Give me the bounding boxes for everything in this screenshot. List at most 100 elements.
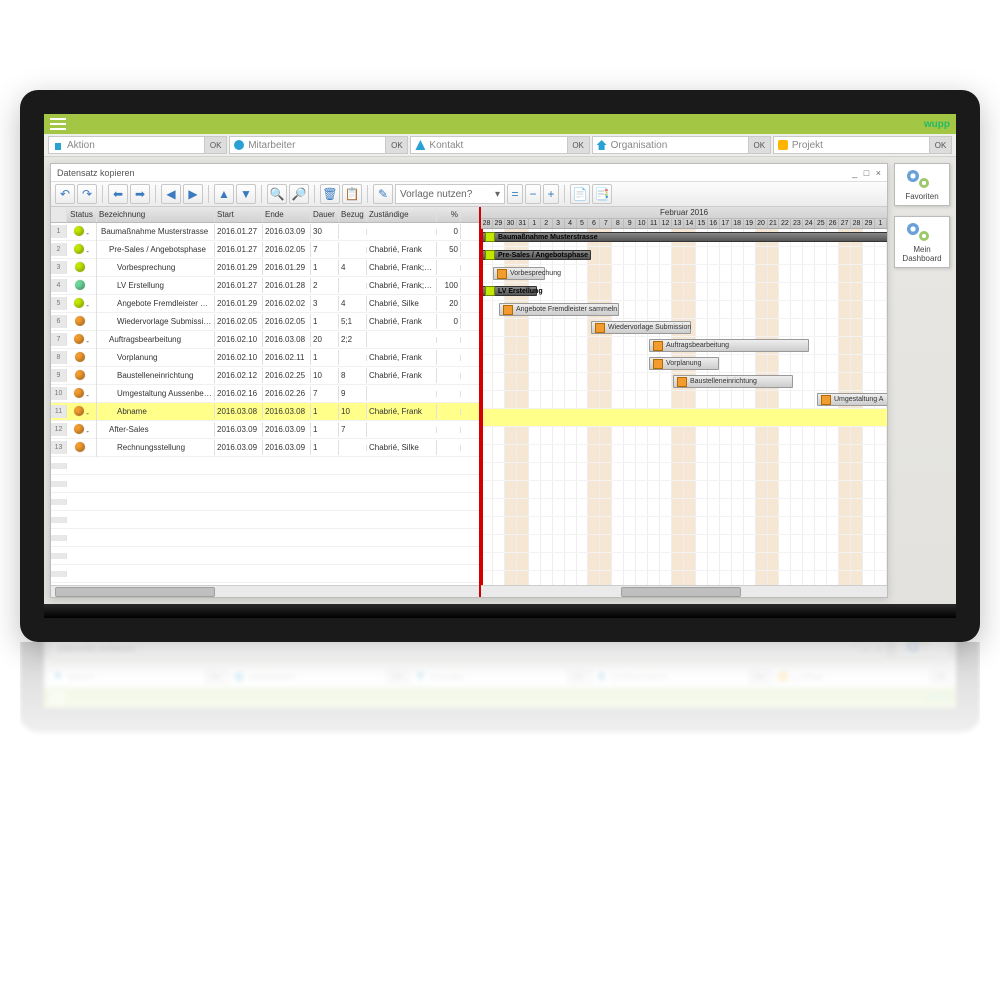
delete-button[interactable]: 🗑 <box>320 184 340 204</box>
outdent-button[interactable]: ⬅ <box>108 184 128 204</box>
right-button[interactable]: ▶ <box>183 184 203 204</box>
gantt-row[interactable]: Auftragsbearbeitung <box>481 337 887 355</box>
search-organisation[interactable]: OrganisationOK <box>592 668 771 686</box>
col-desc[interactable]: Bezeichnung <box>97 207 215 222</box>
search-aktion[interactable]: AktionOK <box>48 668 227 686</box>
search-kontakt[interactable]: KontaktOK <box>410 136 589 154</box>
gantt-row[interactable] <box>481 427 887 445</box>
gantt-row[interactable]: Pre-Sales / Angebotsphase <box>481 247 887 265</box>
left-button[interactable]: ◀ <box>161 184 181 204</box>
gantt-hscroll[interactable] <box>481 585 887 597</box>
bar-handle-icon <box>677 377 687 387</box>
table-row[interactable]: 13 Rechnungsstellung 2016.03.09 2016.03.… <box>51 439 479 457</box>
menu-icon[interactable] <box>50 692 66 704</box>
edit-button[interactable]: ✎ <box>373 184 393 204</box>
zoom-out-button[interactable]: 🔎 <box>289 184 309 204</box>
ok-button[interactable]: OK <box>204 669 226 685</box>
ok-button[interactable]: OK <box>567 137 589 153</box>
up-button[interactable]: ▲ <box>214 184 234 204</box>
grid-header: Status Bezeichnung Start Ende Dauer Bezu… <box>51 207 479 223</box>
gantt-bar[interactable]: Pre-Sales / Angebotsphase <box>481 250 591 260</box>
gantt-bar[interactable]: Umgestaltung A <box>817 393 887 406</box>
gantt-row[interactable]: Umgestaltung A <box>481 391 887 409</box>
equals-button[interactable]: = <box>507 184 523 204</box>
search-mitarbeiter[interactable]: MitarbeiterOK <box>229 136 408 154</box>
table-row[interactable]: 2 - Pre-Sales / Angebotsphase 2016.01.27… <box>51 241 479 259</box>
window-min-icon[interactable]: _ <box>852 168 857 178</box>
indent-button[interactable]: ➡ <box>130 184 150 204</box>
table-row[interactable]: 1 - Baumaßnahme Musterstrasse 2016.01.27… <box>51 223 479 241</box>
ok-button[interactable]: OK <box>385 669 407 685</box>
col-pct[interactable]: % <box>437 207 461 222</box>
table-row[interactable]: 3 Vorbesprechung 2016.01.29 2016.01.29 1… <box>51 259 479 277</box>
col-status[interactable]: Status <box>67 207 97 222</box>
doc-button[interactable]: 📄 <box>570 184 590 204</box>
ok-button[interactable]: OK <box>748 137 770 153</box>
gantt-row[interactable]: Vorplanung <box>481 355 887 373</box>
ok-button[interactable]: OK <box>929 669 951 685</box>
table-row[interactable]: 9 Baustelleneinrichtung 2016.02.12 2016.… <box>51 367 479 385</box>
gantt-bar[interactable]: Auftragsbearbeitung <box>649 339 809 352</box>
gantt-bar[interactable]: Baumaßnahme Musterstrasse <box>481 232 887 242</box>
minus-button[interactable]: − <box>525 184 541 204</box>
bar-handle-icon <box>485 250 495 260</box>
window-min-icon[interactable]: _ <box>852 645 857 655</box>
gantt-bar[interactable]: Vorplanung <box>649 357 719 370</box>
ok-button[interactable]: OK <box>929 137 951 153</box>
col-num <box>51 207 67 222</box>
gantt-bar[interactable]: Baustelleneinrichtung <box>673 375 793 388</box>
col-end[interactable]: Ende <box>263 207 311 222</box>
dashboard-card[interactable]: Mein Dashboard <box>894 216 950 268</box>
table-row[interactable]: 11 - Abname 2016.03.08 2016.03.08 1 10 C… <box>51 403 479 421</box>
table-row[interactable]: 6 Wiedervorlage Submission 2016.02.05 20… <box>51 313 479 331</box>
col-resp[interactable]: Zuständige <box>367 207 437 222</box>
search-projekt[interactable]: ProjektOK <box>773 136 952 154</box>
gantt-row[interactable] <box>481 409 887 427</box>
gantt-bar[interactable]: LV Erstellung <box>481 286 537 296</box>
col-dur[interactable]: Dauer <box>311 207 339 222</box>
gantt-row[interactable]: Wiedervorlage Submission <box>481 319 887 337</box>
table-row[interactable]: 7 - Auftragsbearbeitung 2016.02.10 2016.… <box>51 331 479 349</box>
window-close-icon[interactable]: × <box>876 645 881 655</box>
gantt-row[interactable] <box>481 445 887 463</box>
col-start[interactable]: Start <box>215 207 263 222</box>
window-max-icon[interactable]: □ <box>864 168 869 178</box>
plus-button[interactable]: + <box>543 184 559 204</box>
undo-button[interactable]: ↶ <box>55 184 75 204</box>
ok-button[interactable]: OK <box>204 137 226 153</box>
window-close-icon[interactable]: × <box>876 168 881 178</box>
ok-button[interactable]: OK <box>385 137 407 153</box>
app-header: wupp <box>44 688 956 708</box>
down-button[interactable]: ▼ <box>236 184 256 204</box>
table-row[interactable]: 5 - Angebote Fremdleister samm 2016.01.2… <box>51 295 479 313</box>
search-aktion[interactable]: AktionOK <box>48 136 227 154</box>
gantt-row[interactable]: Angebote Fremdleister sammeln <box>481 301 887 319</box>
gantt-bar[interactable]: Angebote Fremdleister sammeln <box>499 303 619 316</box>
search-projekt[interactable]: ProjektOK <box>773 668 952 686</box>
window-max-icon[interactable]: □ <box>864 645 869 655</box>
table-row[interactable]: 12 - After-Sales 2016.03.09 2016.03.09 1… <box>51 421 479 439</box>
grid-hscroll[interactable] <box>51 585 479 597</box>
gantt-row[interactable]: Baumaßnahme Musterstrasse <box>481 229 887 247</box>
template-dropdown[interactable]: Vorlage nutzen? ▾ <box>395 184 505 204</box>
zoom-in-button[interactable]: 🔍 <box>267 184 287 204</box>
gantt-row[interactable]: Baustelleneinrichtung <box>481 373 887 391</box>
search-kontakt[interactable]: KontaktOK <box>410 668 589 686</box>
redo-button[interactable]: ↷ <box>77 184 97 204</box>
search-organisation[interactable]: OrganisationOK <box>592 136 771 154</box>
gantt-row[interactable]: Vorbesprechung <box>481 265 887 283</box>
table-row[interactable]: 8 Vorplanung 2016.02.10 2016.02.11 1 Cha… <box>51 349 479 367</box>
docs-button[interactable]: 📑 <box>592 184 612 204</box>
gantt-bar[interactable]: Vorbesprechung <box>493 267 545 280</box>
gantt-bar[interactable]: Wiedervorlage Submission <box>591 321 691 334</box>
col-ref[interactable]: Bezug <box>339 207 367 222</box>
copy-button[interactable]: 📋 <box>342 184 362 204</box>
table-row[interactable]: 4 LV Erstellung 2016.01.27 2016.01.28 2 … <box>51 277 479 295</box>
ok-button[interactable]: OK <box>567 669 589 685</box>
table-row[interactable]: 10 - Umgestaltung Aussenbereic 2016.02.1… <box>51 385 479 403</box>
favorites-card[interactable]: Favoriten <box>894 163 950 206</box>
gantt-row[interactable]: LV Erstellung <box>481 283 887 301</box>
search-mitarbeiter[interactable]: MitarbeiterOK <box>229 668 408 686</box>
menu-icon[interactable] <box>50 118 66 130</box>
ok-button[interactable]: OK <box>748 669 770 685</box>
